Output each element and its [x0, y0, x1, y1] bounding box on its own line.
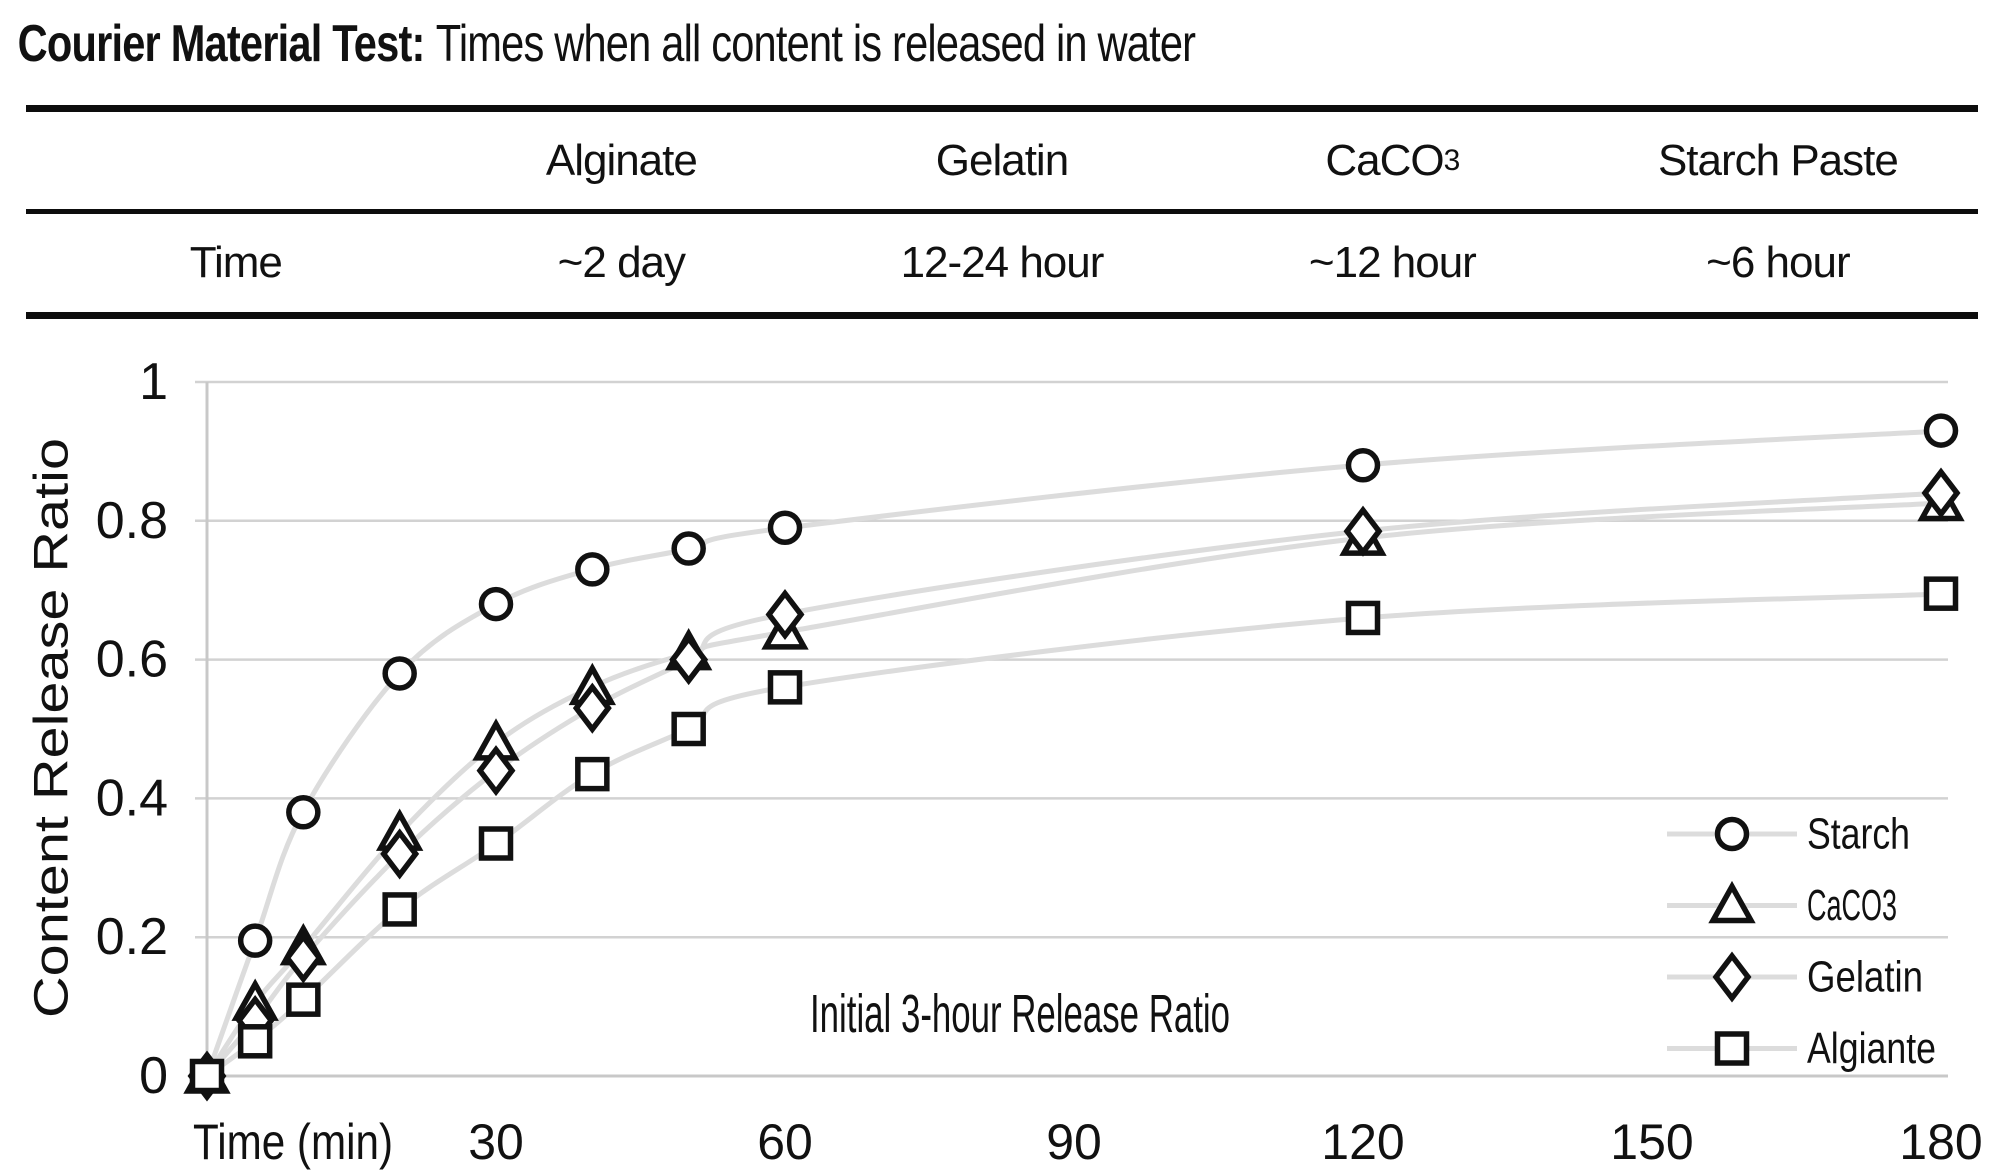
x-axis-title: Time (min) — [193, 1114, 393, 1170]
square-marker — [671, 711, 706, 747]
circle-marker — [382, 656, 417, 691]
circle-icon — [1714, 816, 1750, 852]
diamond-marker — [476, 745, 516, 797]
x-tick-label: 120 — [1321, 1114, 1404, 1170]
legend-label: CaCO3 — [1807, 881, 1897, 930]
circle-marker — [1345, 448, 1381, 483]
y-axis-title: Content Release Ratio — [26, 438, 79, 1018]
table-data-row: Time ~2 day 12-24 hour ~12 hour ~6 hour — [26, 214, 1978, 312]
y-tick-label: 0.6 — [96, 631, 168, 689]
square-marker — [286, 982, 321, 1017]
table-header-caco3: CaCO 3 — [1325, 135, 1461, 185]
table-mid-rule — [26, 209, 1978, 214]
table-header-row: Alginate Gelatin CaCO 3 Starch Paste — [26, 112, 1978, 209]
diamond-marker — [380, 828, 420, 880]
square-marker — [1345, 600, 1381, 636]
table-cell-gelatin-time: 12-24 hour — [900, 238, 1105, 287]
circle-marker — [237, 923, 273, 958]
diamond-icon — [1712, 951, 1752, 1003]
diamond-marker — [283, 932, 323, 984]
legend-label: Starch — [1807, 810, 1910, 859]
diamond-marker — [1343, 505, 1383, 557]
table-cell-caco3-time: ~12 hour — [1308, 238, 1477, 287]
table-cell-alginate-time: ~2 day — [557, 238, 686, 287]
legend: Starch CaCO3 Gelatin Algiante — [1667, 810, 1936, 1073]
circle-marker — [1923, 413, 1959, 448]
diamond-marker — [669, 634, 709, 686]
triangle-icon — [1708, 880, 1756, 924]
table-bottom-rule — [26, 312, 1978, 319]
page-title-bold: Courier Material Test: — [17, 15, 426, 73]
series-markers-algiante — [189, 576, 1959, 1094]
square-marker — [575, 756, 610, 792]
square-marker — [237, 1024, 273, 1059]
diamond-marker — [1921, 467, 1961, 519]
legend-label: Algiante — [1807, 1024, 1936, 1073]
y-tick-label: 0.2 — [96, 908, 168, 966]
square-marker — [1923, 576, 1959, 611]
circle-marker — [286, 795, 321, 830]
legend-item-starch: Starch — [1667, 810, 1910, 859]
release-ratio-chart: 0 0.2 0.4 0.6 0.8 1 30 60 90 120 150 180 Time (min) C… — [26, 353, 1983, 1170]
x-tick-label: 90 — [1046, 1114, 1102, 1170]
square-icon — [1714, 1031, 1750, 1066]
circle-marker — [671, 531, 706, 566]
y-tick-labels: 0 0.2 0.4 0.6 0.8 1 — [96, 353, 168, 1105]
y-tick-label: 1 — [139, 353, 168, 411]
grid — [195, 380, 1948, 1078]
diamond-marker — [765, 588, 805, 641]
legend-item-caco3: CaCO3 — [1667, 880, 1897, 930]
x-tick-label: 180 — [1899, 1114, 1982, 1170]
page-title-rest: Times when all content is released in wa… — [435, 15, 1196, 73]
x-tick-label: 150 — [1610, 1114, 1693, 1170]
y-tick-label: 0.4 — [96, 769, 168, 827]
x-tick-label: 60 — [757, 1114, 813, 1170]
diamond-marker — [572, 682, 612, 734]
legend-item-gelatin: Gelatin — [1667, 951, 1923, 1003]
table-header-starch-paste: Starch Paste — [1657, 135, 1899, 185]
circle-marker — [767, 510, 803, 545]
square-marker — [382, 892, 417, 927]
x-tick-labels: 30 60 90 120 150 180 — [468, 1114, 1983, 1170]
square-marker — [189, 1058, 225, 1094]
page-title: Courier Material Test: Times when all con… — [0, 0, 1603, 105]
square-marker — [767, 670, 803, 705]
legend-label: Gelatin — [1807, 953, 1923, 1002]
circle-marker — [478, 586, 514, 622]
table-top-rule — [26, 105, 1978, 112]
circle-marker — [575, 552, 610, 587]
table-header-alginate: Alginate — [545, 135, 698, 185]
legend-item-algiante: Algiante — [1667, 1024, 1936, 1073]
y-tick-label: 0.8 — [96, 492, 168, 550]
table-cell-starch-paste-time: ~6 hour — [1706, 238, 1850, 287]
table-header-blank — [26, 112, 446, 209]
table-header-gelatin: Gelatin — [935, 135, 1069, 185]
y-tick-label: 0 — [139, 1047, 168, 1105]
x-tick-label: 30 — [468, 1114, 524, 1170]
table-cell-time: Time — [189, 238, 283, 287]
caco3-subscript: 3 — [1443, 143, 1461, 177]
square-marker — [478, 826, 514, 861]
chart-annotation: Initial 3-hour Release Ratio — [810, 984, 1230, 1044]
